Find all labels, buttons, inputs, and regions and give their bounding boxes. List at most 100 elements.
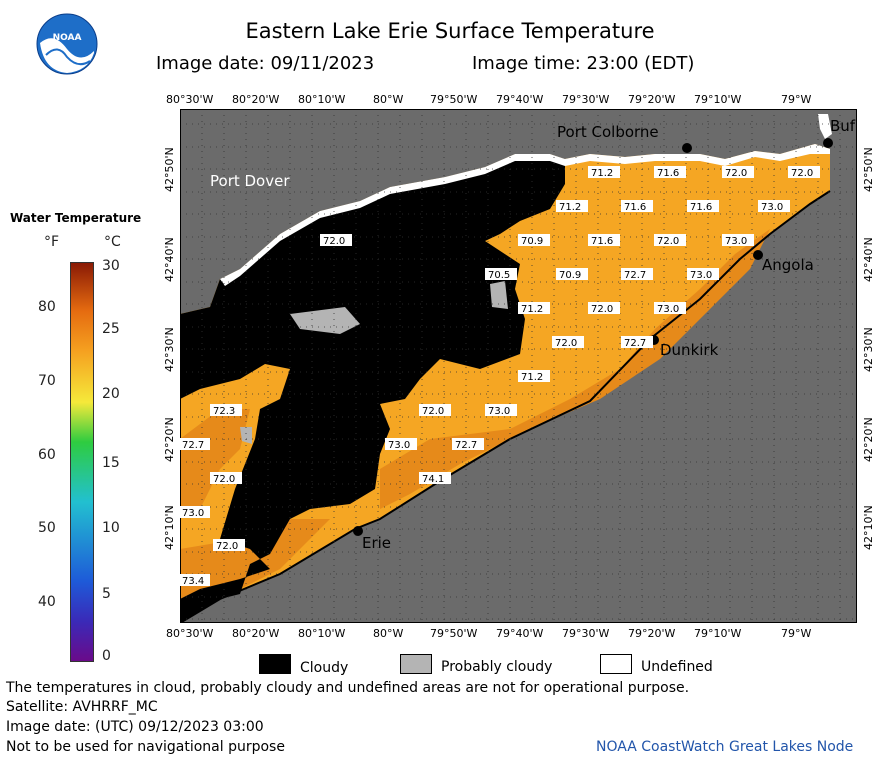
temp-label: 71.6 bbox=[621, 200, 653, 213]
place-port-colborne: Port Colborne bbox=[557, 123, 659, 141]
svg-text:72.7: 72.7 bbox=[624, 270, 646, 281]
lat-label: 42°40'N bbox=[862, 237, 875, 282]
temp-label: 71.6 bbox=[687, 200, 719, 213]
temp-label: 72.7 bbox=[452, 438, 484, 451]
svg-text:72.0: 72.0 bbox=[591, 304, 613, 315]
city-dot-buffalo bbox=[823, 138, 833, 148]
lon-label: 79°10'W bbox=[694, 627, 742, 640]
undefined-edge bbox=[818, 114, 832, 139]
c-tick: 15 bbox=[102, 455, 120, 471]
temp-label: 70.9 bbox=[556, 268, 588, 281]
temp-label: 73.0 bbox=[654, 302, 686, 315]
credit-text: NOAA CoastWatch Great Lakes Node bbox=[596, 739, 854, 755]
temp-label: 72.0 bbox=[552, 336, 584, 349]
temp-label: 72.0 bbox=[210, 472, 242, 485]
lon-label: 80°W bbox=[373, 93, 404, 106]
c-tick: 10 bbox=[102, 520, 120, 536]
c-tick: 0 bbox=[102, 648, 111, 664]
temp-label: 72.0 bbox=[788, 166, 820, 179]
lon-label: 79°10'W bbox=[694, 93, 742, 106]
temp-label: 71.2 bbox=[588, 166, 620, 179]
svg-text:72.0: 72.0 bbox=[213, 474, 235, 485]
f-tick: 60 bbox=[38, 447, 56, 463]
temp-label: 70.5 bbox=[485, 268, 517, 281]
south-shoreline bbox=[180, 190, 831, 623]
temp-label: 72.3 bbox=[210, 404, 242, 417]
place-erie: Erie bbox=[362, 534, 391, 552]
temp-label: 71.2 bbox=[518, 370, 550, 383]
lat-label: 42°30'N bbox=[862, 327, 875, 372]
svg-text:71.2: 71.2 bbox=[521, 304, 543, 315]
undefined-label: Undefined bbox=[641, 659, 713, 675]
svg-text:73.0: 73.0 bbox=[488, 406, 510, 417]
utc-date-text: Image date: (UTC) 09/12/2023 03:00 bbox=[6, 719, 264, 735]
satellite-text: Satellite: AVHRRF_MC bbox=[6, 699, 158, 715]
undefined-swatch bbox=[600, 654, 632, 674]
lat-label: 42°30'N bbox=[163, 327, 176, 372]
temp-label: 72.0 bbox=[588, 302, 620, 315]
temp-label: 73.0 bbox=[180, 506, 210, 519]
logo-text: NOAA bbox=[52, 33, 82, 43]
temp-label: 73.0 bbox=[758, 200, 790, 213]
c-tick: 5 bbox=[102, 586, 111, 602]
svg-text:72.0: 72.0 bbox=[657, 236, 679, 247]
temp-label: 72.7 bbox=[621, 336, 653, 349]
svg-text:73.0: 73.0 bbox=[725, 236, 747, 247]
svg-text:73.0: 73.0 bbox=[690, 270, 712, 281]
place-buffalo: Buf bbox=[830, 117, 856, 135]
place-angola: Angola bbox=[762, 256, 814, 274]
lon-label: 79°50'W bbox=[430, 93, 478, 106]
svg-text:72.0: 72.0 bbox=[323, 236, 345, 247]
place-port-dover: Port Dover bbox=[210, 172, 290, 190]
page-title: Eastern Lake Erie Surface Temperature bbox=[245, 19, 655, 43]
lon-label: 79°30'W bbox=[562, 93, 610, 106]
svg-text:71.2: 71.2 bbox=[521, 372, 543, 383]
lat-label: 42°50'N bbox=[862, 147, 875, 192]
probably-cloudy-area bbox=[490, 281, 508, 309]
svg-text:72.7: 72.7 bbox=[455, 440, 477, 451]
temp-label: 72.0 bbox=[320, 234, 352, 247]
city-dot-angola bbox=[753, 250, 763, 260]
lon-label: 80°30'W bbox=[166, 627, 214, 640]
lon-label: 80°W bbox=[373, 627, 404, 640]
svg-text:71.6: 71.6 bbox=[690, 202, 712, 213]
temp-label: 72.0 bbox=[722, 166, 754, 179]
lon-label: 80°30'W bbox=[166, 93, 214, 106]
svg-text:70.9: 70.9 bbox=[559, 270, 581, 281]
image-time: Image time: 23:00 (EDT) bbox=[472, 53, 695, 74]
undefined-edge bbox=[220, 144, 830, 286]
lon-label: 80°20'W bbox=[232, 627, 280, 640]
f-tick: 50 bbox=[38, 520, 56, 536]
lon-label: 80°20'W bbox=[232, 93, 280, 106]
lon-label: 80°10'W bbox=[298, 627, 346, 640]
cloudy-label: Cloudy bbox=[300, 660, 349, 676]
noaa-logo: NOAA bbox=[36, 13, 98, 75]
f-tick: 80 bbox=[38, 299, 56, 315]
svg-text:73.0: 73.0 bbox=[182, 508, 204, 519]
svg-text:72.7: 72.7 bbox=[624, 338, 646, 349]
svg-text:71.2: 71.2 bbox=[559, 202, 581, 213]
lon-label: 80°10'W bbox=[298, 93, 346, 106]
svg-text:72.0: 72.0 bbox=[555, 338, 577, 349]
lat-label: 42°20'N bbox=[163, 417, 176, 462]
color-scale-bar bbox=[70, 262, 94, 662]
svg-text:74.1: 74.1 bbox=[422, 474, 444, 485]
lon-label: 79°20'W bbox=[628, 93, 676, 106]
temp-label: 71.2 bbox=[556, 200, 588, 213]
probably-cloudy-area bbox=[240, 427, 252, 444]
svg-text:73.0: 73.0 bbox=[388, 440, 410, 451]
temp-label: 70.9 bbox=[518, 234, 550, 247]
lat-label: 42°50'N bbox=[163, 147, 176, 192]
f-tick: 40 bbox=[38, 594, 56, 610]
temp-label: 71.6 bbox=[654, 166, 686, 179]
probably-cloudy-label: Probably cloudy bbox=[441, 659, 553, 675]
c-tick: 20 bbox=[102, 386, 120, 402]
temp-label: 71.6 bbox=[588, 234, 620, 247]
lat-label: 42°40'N bbox=[163, 237, 176, 282]
svg-text:72.0: 72.0 bbox=[216, 541, 238, 552]
lat-label: 42°10'N bbox=[862, 505, 875, 550]
lon-label: 79°W bbox=[781, 627, 812, 640]
city-dot-erie bbox=[353, 526, 363, 536]
navigation-warning: Not to be used for navigational purpose bbox=[6, 739, 285, 755]
map-grid bbox=[180, 109, 857, 623]
